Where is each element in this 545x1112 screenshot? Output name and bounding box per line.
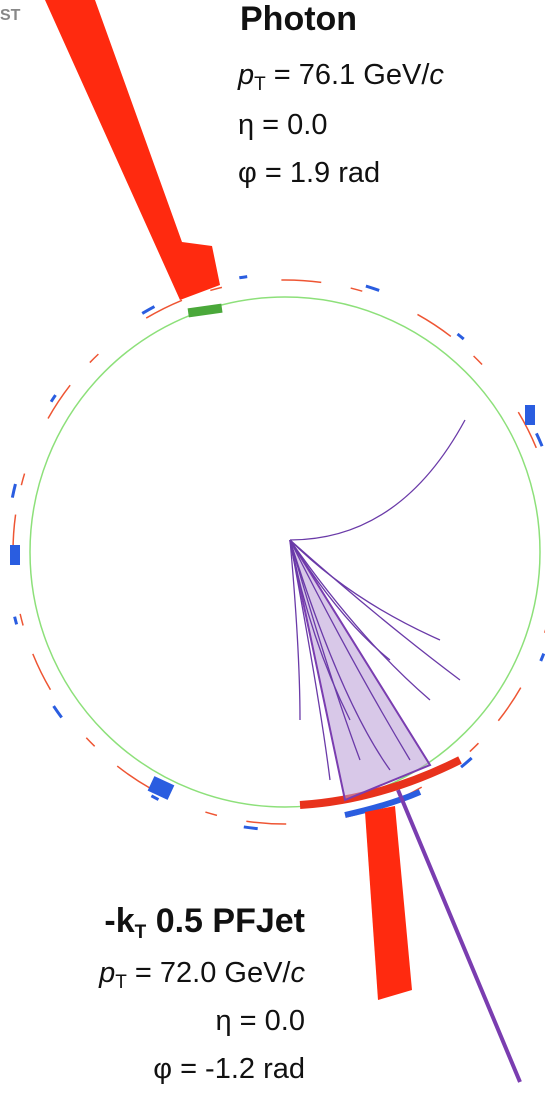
jet-axis (396, 789, 522, 1083)
jet-tower (365, 806, 412, 1000)
subscript: T (135, 922, 147, 943)
track (289, 539, 391, 771)
jet-hcal-deposit (344, 789, 422, 818)
value: = 72.0 GeV/ (127, 957, 292, 989)
hcal-block (525, 405, 535, 425)
symbol: p (98, 957, 115, 989)
value: = 76.1 GeV/ (266, 59, 431, 91)
track (289, 419, 466, 541)
photon-ecal-deposit (187, 303, 223, 318)
jet-phi: φ = -1.2 rad (153, 1053, 305, 1085)
track (289, 539, 331, 781)
photon-pt: pT = 76.1 GeV/c (237, 59, 444, 95)
tracks (289, 419, 466, 781)
track (289, 539, 301, 721)
photon-eta: η = 0.0 (238, 109, 328, 141)
detector-boundary (29, 296, 541, 808)
hcal-hits (5, 272, 545, 832)
jet-eta: η = 0.0 (216, 1005, 306, 1037)
track (289, 539, 411, 761)
subscript: T (115, 972, 127, 993)
photon-phi: φ = 1.9 rad (238, 157, 380, 189)
photon-title: Photon (240, 0, 357, 38)
unit: c (429, 59, 444, 91)
track (289, 539, 461, 681)
track (289, 539, 441, 641)
jet-cone (289, 539, 432, 802)
rest: 0.5 PFJet (146, 902, 305, 940)
logo: ST (0, 7, 21, 24)
track (289, 539, 351, 721)
jet-pt: pT = 72.0 GeV/c (98, 957, 305, 993)
track (289, 539, 431, 701)
jet-ecal-deposit (299, 756, 462, 809)
prefix: -k (104, 902, 134, 940)
hcal-block (10, 545, 20, 565)
jet-title: -kT 0.5 PFJet (104, 902, 305, 943)
track (289, 539, 361, 761)
subscript: T (254, 74, 266, 95)
unit: c (291, 957, 306, 989)
photon-tower (45, 0, 220, 300)
symbol: p (237, 59, 254, 91)
hcal-block (147, 776, 175, 800)
ecal-hits (12, 279, 545, 825)
